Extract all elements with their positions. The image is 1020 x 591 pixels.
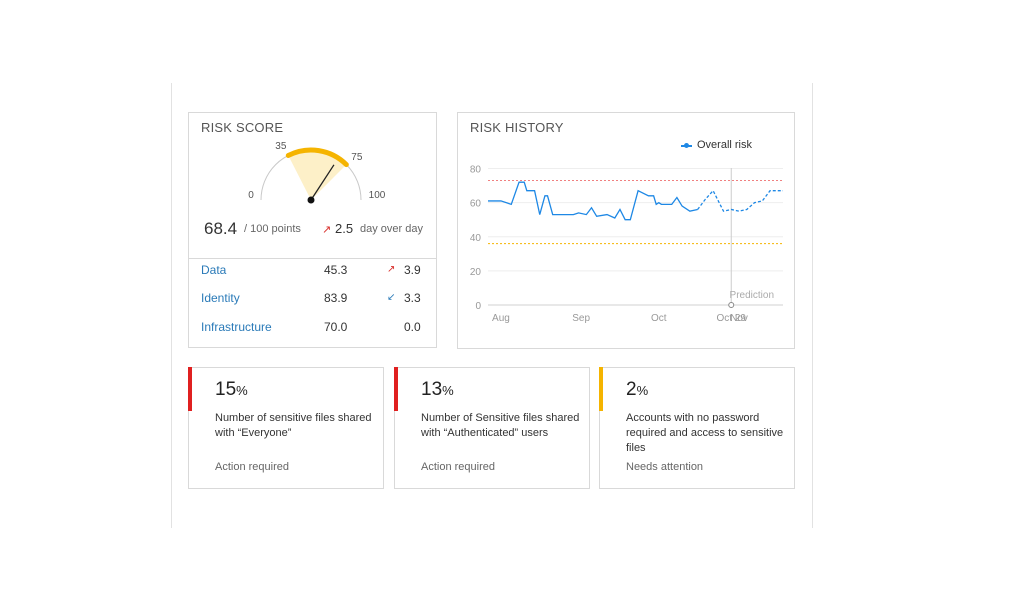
y-tick-label: 80 [470, 165, 482, 176]
category-row-identity: Identity 83.9 ↙ 3.3 [189, 291, 436, 313]
metric-card-shared-everyone[interactable]: 15% Number of sensitive files shared wit… [188, 367, 384, 489]
severity-bar [188, 367, 192, 411]
legend-label: Overall risk [697, 139, 753, 151]
gauge-pivot [307, 196, 315, 204]
score-delta-unit: day over day [360, 223, 423, 235]
metric-value: 13% [421, 379, 454, 401]
metric-number: 15 [215, 379, 237, 400]
gauge-label-high: 75 [351, 152, 363, 163]
risk-score-title: RISK SCORE [201, 120, 284, 135]
x-tick-label: Nov [730, 313, 748, 324]
category-delta: 3.3 [404, 291, 421, 305]
category-row-infrastructure: Infrastructure 70.0 0.0 [189, 320, 436, 342]
trend-down-icon: ↙ [387, 292, 396, 303]
x-tick-label: Oct 29 [717, 313, 747, 324]
y-tick-label: 0 [475, 301, 481, 312]
metric-status: Action required [215, 461, 289, 473]
metric-card-no-password[interactable]: 2% Accounts with no password required an… [599, 367, 795, 489]
metric-percent: % [236, 383, 248, 398]
severity-bar [394, 367, 398, 411]
risk-gauge: 35 75 0 100 [248, 141, 386, 204]
category-value: 45.3 [324, 263, 348, 277]
gauge-label-max: 100 [369, 190, 386, 201]
trend-up-icon: ↗ [322, 224, 332, 236]
x-tick-label: Aug [492, 313, 510, 324]
metric-status: Action required [421, 461, 495, 473]
category-value: 70.0 [324, 320, 348, 334]
score-summary: 68.4 / 100 points ↗ 2.5 day over day [204, 219, 434, 241]
metric-card-shared-authenticated[interactable]: 13% Number of Sensitive files shared wit… [394, 367, 590, 489]
series-line-actual [488, 181, 698, 221]
gauge-threshold-arc [285, 147, 349, 168]
category-value: 83.9 [324, 291, 348, 305]
metric-value: 2% [626, 379, 648, 401]
score-divider [189, 258, 436, 259]
gauge-label-low: 35 [275, 141, 287, 152]
current-day-marker [728, 302, 735, 308]
gauge-label-min: 0 [248, 190, 254, 201]
metric-description: Number of sensitive files shared with “E… [215, 412, 372, 439]
y-tick-label: 40 [470, 233, 482, 244]
gauge-needle [310, 164, 335, 201]
category-link-infrastructure[interactable]: Infrastructure [201, 320, 272, 334]
metric-description: Number of Sensitive files shared with “A… [421, 412, 580, 439]
chart-legend[interactable]: Overall risk [681, 139, 753, 151]
metric-percent: % [636, 383, 649, 398]
category-row-data: Data 45.3 ↗ 3.9 [189, 263, 436, 285]
metric-number: 13 [421, 379, 443, 400]
gauge-band [288, 150, 347, 200]
legend-line-icon [681, 143, 692, 148]
score-value: 68.4 [204, 219, 238, 238]
category-link-data[interactable]: Data [201, 263, 227, 277]
series-line-predicted [697, 189, 783, 212]
metric-value: 15% [215, 379, 248, 401]
metric-number: 2 [626, 379, 637, 400]
metric-percent: % [442, 383, 454, 398]
x-tick-label: Sep [572, 313, 590, 324]
metric-status: Needs attention [626, 461, 704, 473]
trend-up-icon: ↗ [387, 264, 396, 275]
score-delta: 2.5 [335, 221, 354, 236]
prediction-label: Prediction [730, 290, 774, 301]
y-tick-label: 60 [470, 199, 482, 210]
score-unit: / 100 points [244, 223, 301, 235]
risk-score-panel: RISK SCORE 35 75 0 100 68.4 / 100 points ↗ … [188, 112, 437, 348]
y-tick-label: 20 [470, 267, 482, 278]
risk-history-panel: RISK HISTORY Overall risk 0 20 40 60 80 Predi… [457, 112, 795, 349]
category-delta: 3.9 [404, 263, 421, 277]
metric-description: Accounts with no password required and a… [626, 412, 784, 454]
category-delta: 0.0 [404, 320, 421, 334]
category-link-identity[interactable]: Identity [201, 291, 240, 305]
severity-bar [599, 367, 603, 411]
risk-history-title: RISK HISTORY [470, 120, 564, 135]
x-tick-label: Oct [651, 313, 667, 324]
